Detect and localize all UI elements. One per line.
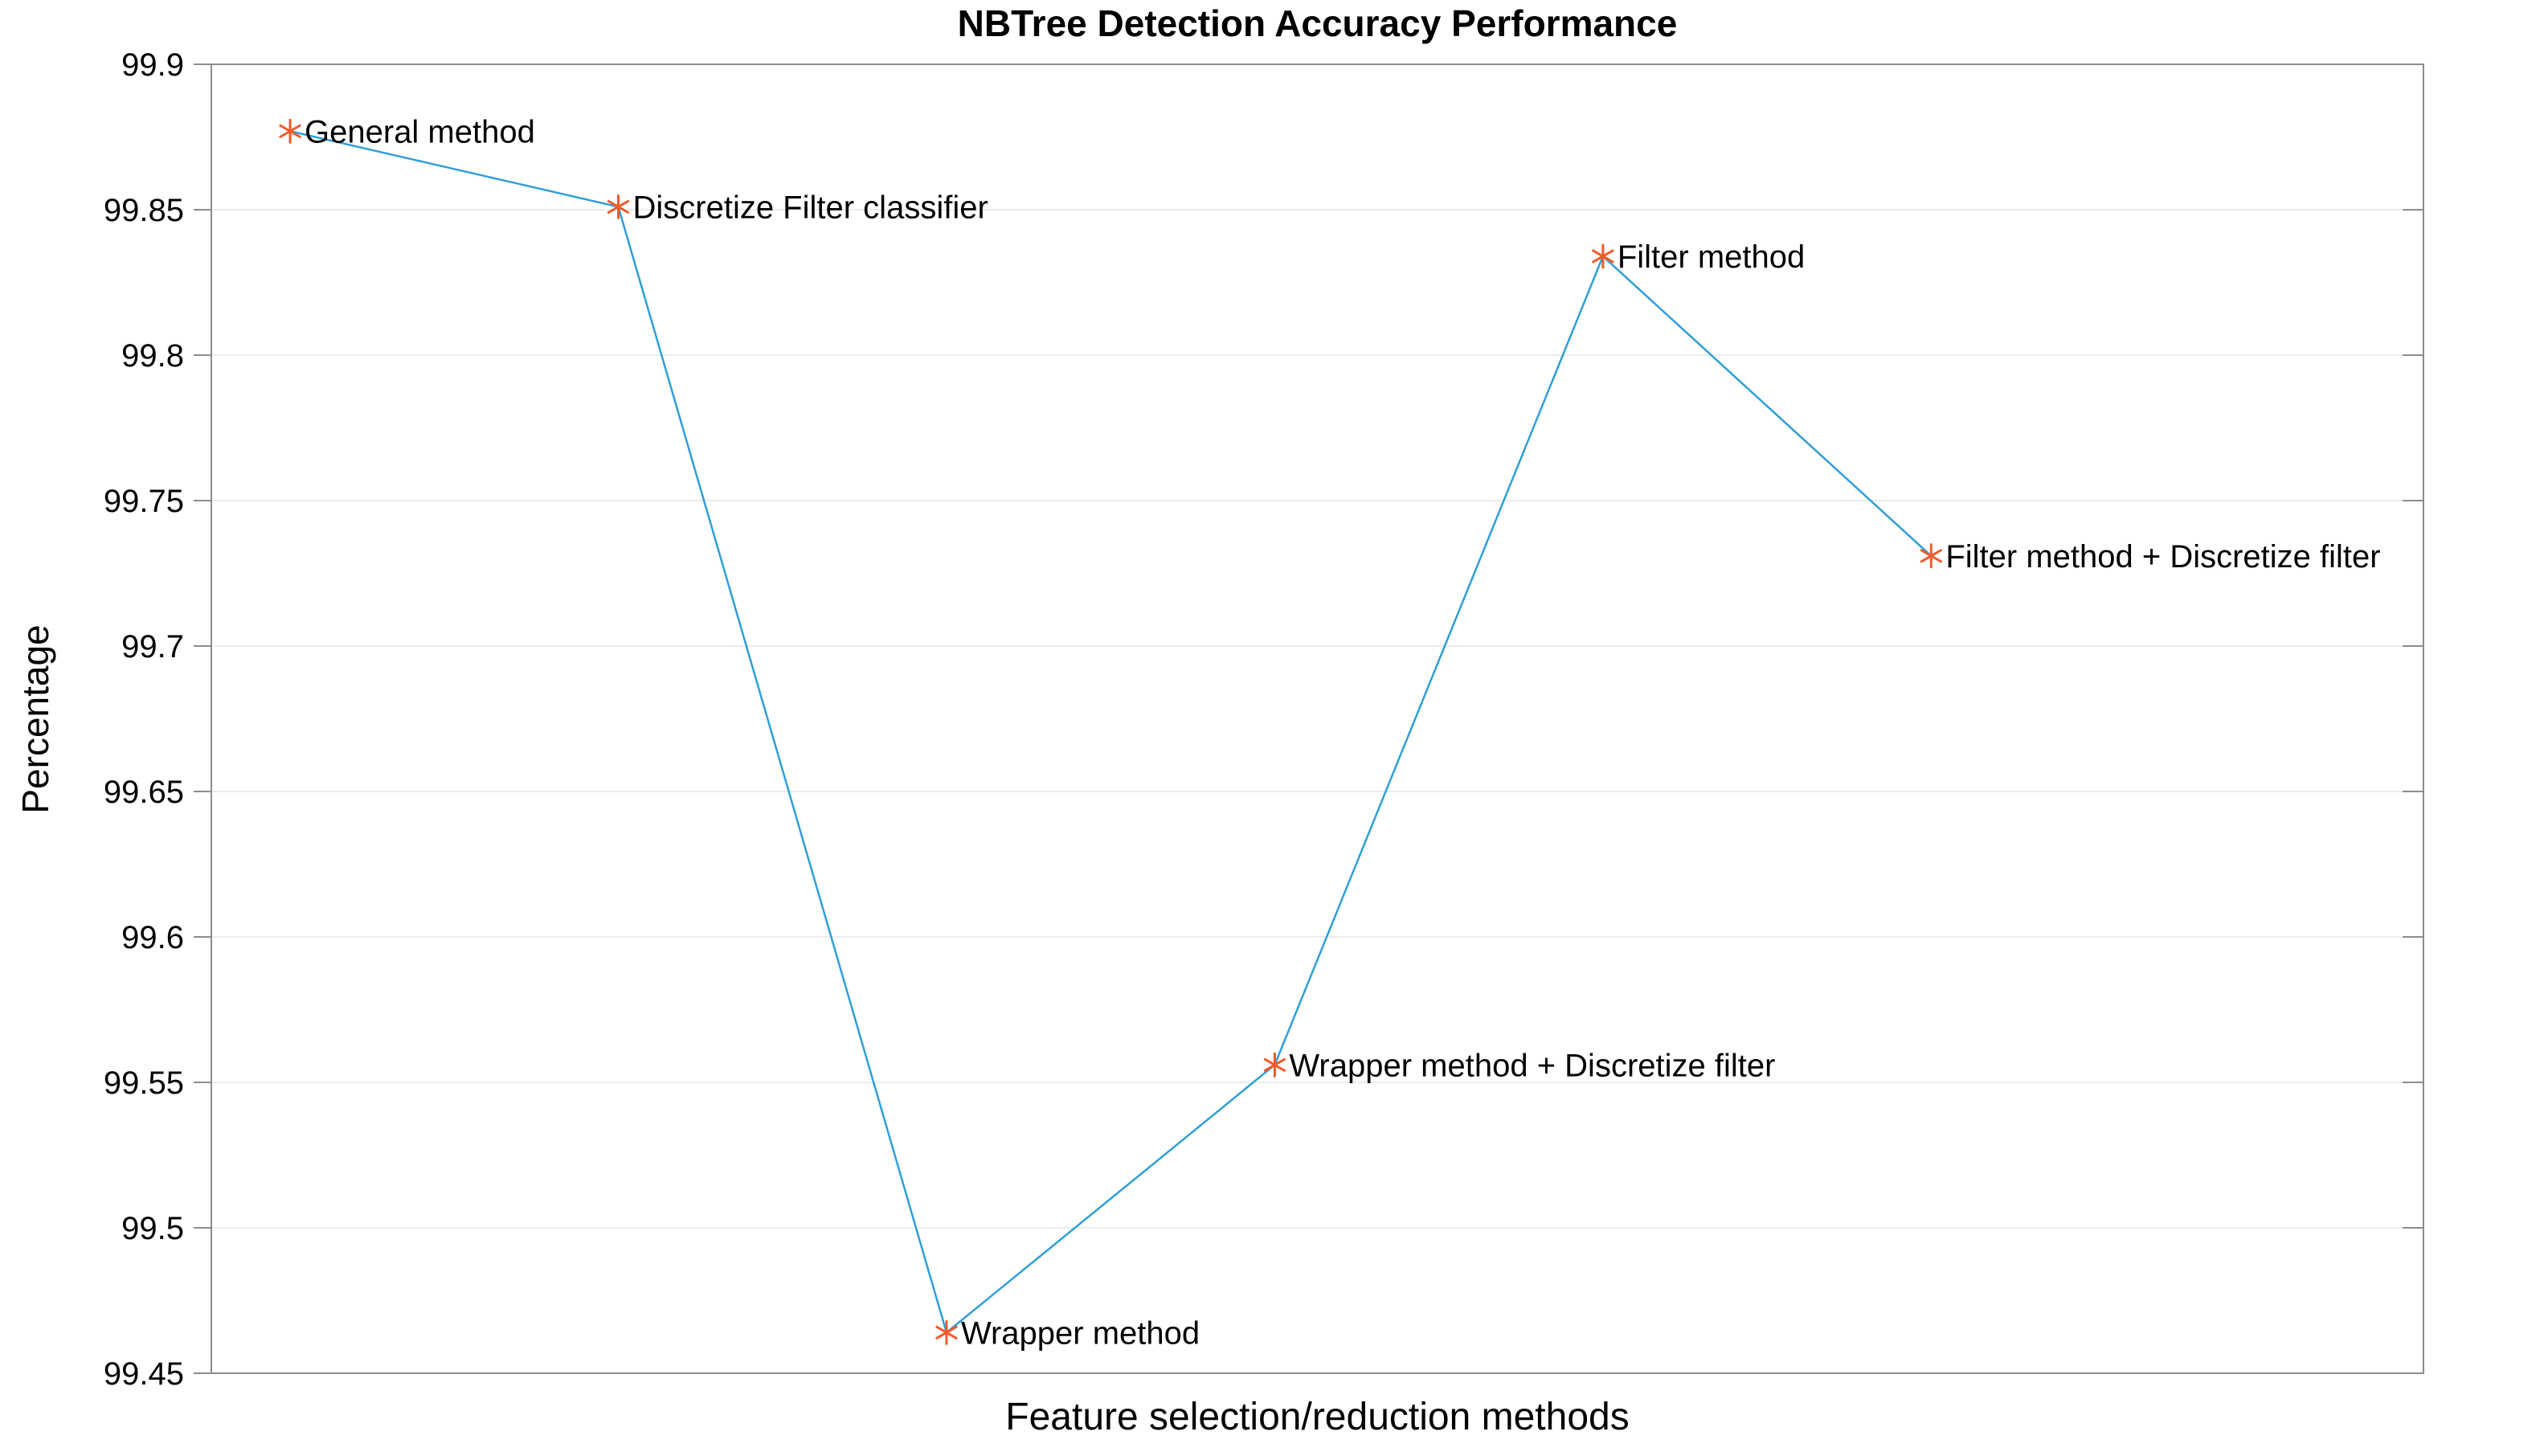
y-tick-label: 99.75 [104, 484, 184, 519]
y-tick-label: 99.8 [121, 338, 184, 374]
y-tick-label: 99.7 [121, 629, 184, 665]
data-point-label: General method [305, 114, 535, 149]
data-point-marker [1920, 543, 1942, 569]
asterisk-stroke [279, 124, 301, 138]
asterisk-stroke [1592, 249, 1614, 264]
data-point-marker [279, 118, 301, 144]
data-point-label: Wrapper method + Discretize filter [1289, 1048, 1775, 1083]
data-point-marker [935, 1319, 958, 1345]
asterisk-stroke [1920, 549, 1942, 563]
y-tick-label: 99.9 [121, 47, 184, 83]
data-point-label: Filter method [1618, 239, 1805, 275]
y-tick-label: 99.85 [104, 193, 184, 228]
asterisk-stroke [935, 1325, 958, 1339]
x-axis-label: Feature selection/reduction methods [1005, 1396, 1630, 1438]
data-line [289, 130, 1932, 1335]
data-point-marker [607, 194, 630, 219]
chart-title: NBTree Detection Accuracy Performance [957, 2, 1678, 44]
data-point-label: Wrapper method [961, 1315, 1200, 1351]
y-tick-label: 99.5 [121, 1211, 184, 1246]
axes-box [211, 63, 2424, 1374]
y-tick-label: 99.65 [104, 775, 184, 810]
data-point-label: Filter method + Discretize filter [1945, 539, 2380, 575]
y-tick-label: 99.6 [121, 920, 184, 955]
data-point-label: Discretize Filter classifier [632, 190, 988, 225]
asterisk-stroke [607, 199, 630, 214]
asterisk-stroke [1263, 1057, 1286, 1072]
data-point-marker [1592, 243, 1614, 269]
y-tick-label: 99.45 [104, 1356, 184, 1392]
y-tick-label: 99.55 [104, 1065, 184, 1101]
data-point-marker [1263, 1052, 1286, 1078]
